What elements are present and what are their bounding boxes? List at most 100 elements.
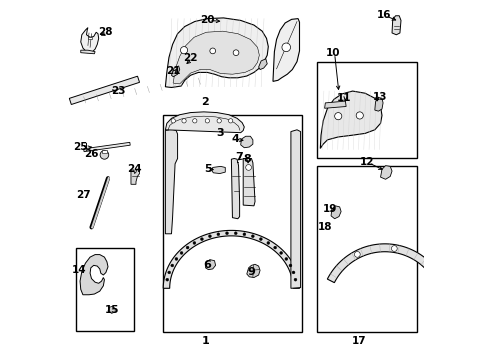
Text: 20: 20 <box>200 15 215 25</box>
Circle shape <box>193 119 197 123</box>
Circle shape <box>267 242 270 244</box>
Polygon shape <box>331 206 341 219</box>
Circle shape <box>182 119 186 123</box>
Circle shape <box>356 112 364 119</box>
Polygon shape <box>166 112 245 133</box>
Polygon shape <box>108 306 115 314</box>
Text: 19: 19 <box>323 204 338 214</box>
Polygon shape <box>172 66 180 77</box>
Circle shape <box>225 232 228 235</box>
Text: 16: 16 <box>377 10 392 20</box>
Polygon shape <box>163 230 299 288</box>
Circle shape <box>354 252 360 257</box>
Text: 10: 10 <box>326 48 340 58</box>
Text: 26: 26 <box>84 149 99 159</box>
Circle shape <box>180 46 188 54</box>
Bar <box>317 62 417 158</box>
Circle shape <box>209 235 211 238</box>
Polygon shape <box>243 158 255 206</box>
Text: 12: 12 <box>360 157 374 167</box>
Text: 7: 7 <box>236 152 244 162</box>
Circle shape <box>186 246 189 249</box>
Circle shape <box>292 271 295 274</box>
Polygon shape <box>231 158 240 219</box>
Polygon shape <box>205 260 216 270</box>
Text: 11: 11 <box>336 93 351 103</box>
Circle shape <box>392 246 397 251</box>
Circle shape <box>210 48 216 54</box>
Circle shape <box>193 242 196 244</box>
Circle shape <box>282 43 291 51</box>
Circle shape <box>171 264 174 267</box>
Bar <box>101 150 107 153</box>
Bar <box>163 116 302 332</box>
Polygon shape <box>381 166 392 179</box>
Polygon shape <box>81 28 98 53</box>
Bar <box>317 166 417 332</box>
Text: 18: 18 <box>318 222 332 231</box>
Bar <box>76 248 134 330</box>
Polygon shape <box>327 244 431 283</box>
Polygon shape <box>247 264 260 278</box>
Circle shape <box>217 233 220 236</box>
Circle shape <box>100 150 109 159</box>
Polygon shape <box>131 169 140 184</box>
Circle shape <box>289 264 292 267</box>
Text: 21: 21 <box>166 66 180 76</box>
Polygon shape <box>173 31 259 84</box>
Polygon shape <box>320 91 382 148</box>
Polygon shape <box>375 98 383 111</box>
Circle shape <box>166 278 169 281</box>
Polygon shape <box>241 136 253 148</box>
Polygon shape <box>69 76 140 104</box>
Polygon shape <box>324 101 346 108</box>
Text: 15: 15 <box>104 305 119 315</box>
Text: 17: 17 <box>352 336 367 346</box>
Text: 3: 3 <box>216 129 224 138</box>
Circle shape <box>234 232 237 235</box>
Text: 25: 25 <box>73 141 87 152</box>
Text: 5: 5 <box>205 163 212 174</box>
Circle shape <box>294 278 297 281</box>
Circle shape <box>245 165 251 170</box>
Circle shape <box>280 252 283 255</box>
Polygon shape <box>392 16 401 35</box>
Text: 2: 2 <box>201 97 209 107</box>
Polygon shape <box>84 142 130 152</box>
Text: 24: 24 <box>127 163 142 174</box>
Circle shape <box>217 119 221 123</box>
Polygon shape <box>81 50 95 54</box>
Polygon shape <box>80 255 108 295</box>
Circle shape <box>233 50 239 55</box>
Text: 13: 13 <box>373 92 388 102</box>
Text: 1: 1 <box>202 336 209 346</box>
Circle shape <box>175 257 178 260</box>
Polygon shape <box>291 130 300 288</box>
Circle shape <box>243 233 246 236</box>
Circle shape <box>251 235 254 238</box>
Text: 6: 6 <box>203 260 211 270</box>
Text: 4: 4 <box>232 134 240 144</box>
Text: 8: 8 <box>243 154 251 164</box>
Polygon shape <box>273 19 299 81</box>
Text: 9: 9 <box>247 267 255 277</box>
Text: 14: 14 <box>72 265 87 275</box>
Circle shape <box>285 257 288 260</box>
Polygon shape <box>166 129 177 234</box>
Text: 27: 27 <box>76 190 91 200</box>
Polygon shape <box>166 18 269 87</box>
Text: 23: 23 <box>112 86 126 96</box>
Circle shape <box>335 113 342 120</box>
Circle shape <box>228 119 233 123</box>
Text: 22: 22 <box>183 53 198 63</box>
Polygon shape <box>259 59 267 69</box>
Polygon shape <box>212 166 225 174</box>
Circle shape <box>168 271 171 274</box>
Circle shape <box>274 246 276 249</box>
Circle shape <box>205 119 210 123</box>
Circle shape <box>200 238 203 240</box>
Circle shape <box>259 238 262 240</box>
Circle shape <box>171 119 175 123</box>
Text: 28: 28 <box>98 27 113 37</box>
Bar <box>88 37 92 40</box>
